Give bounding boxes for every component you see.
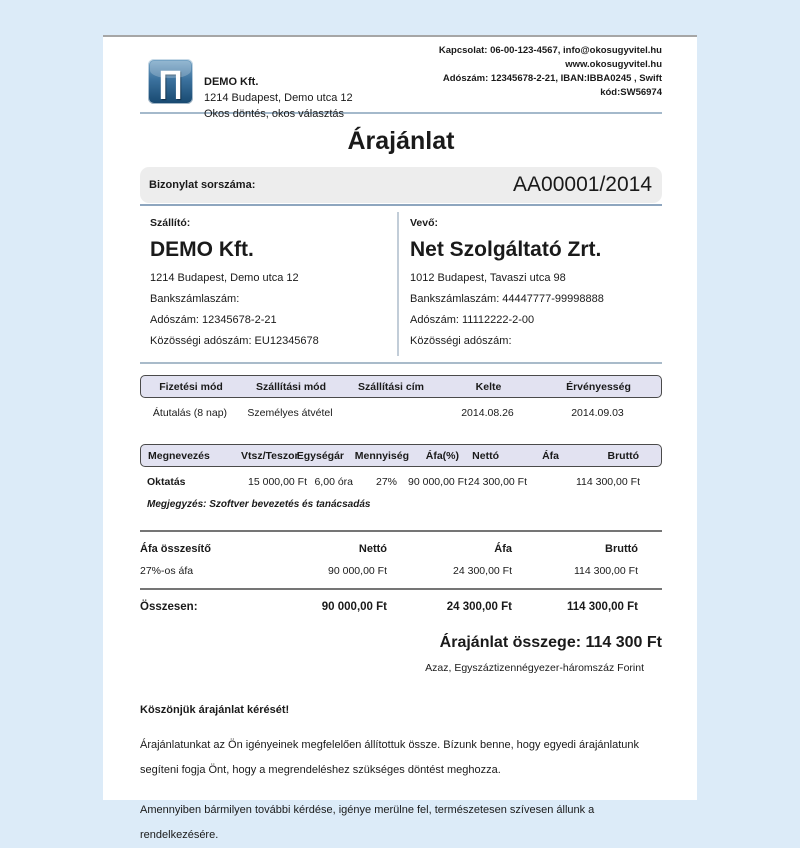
terms-validity-value: 2014.09.03 [571, 407, 624, 419]
terms-header-validity: Érvényesség [566, 380, 631, 393]
item-gross: 114 300,00 Ft [575, 476, 640, 488]
buyer-tax-number: Adószám: 11112222-2-00 [410, 314, 535, 326]
terms-table: Fizetési mód Szállítási mód Szállítási c… [140, 375, 662, 419]
item-name: Oktatás [147, 476, 186, 488]
terms-date-value: 2014.08.26 [461, 407, 514, 419]
vat-summary-header-vat: Áfa [494, 543, 512, 555]
company-slogan: Okos döntés, okos választás [204, 108, 345, 120]
total-row-divider [140, 588, 662, 590]
footer-thanks: Köszönjük árajánlat kérését! [140, 704, 290, 716]
vat-summary-title: Áfa összesítő [140, 543, 211, 555]
footer-paragraph: Árajánlatunkat az Ön igényeinek megfelel… [140, 739, 639, 776]
supplier-address: 1214 Budapest, Demo utca 12 [150, 272, 299, 284]
quote-document: ∏ DEMO Kft. 1214 Budapest, Demo utca 12 … [103, 35, 697, 841]
footer-message: Köszönjük árajánlat kérését! Árajánlatun… [140, 704, 662, 848]
vat-summary-header-net: Nettó [358, 543, 387, 555]
supplier-tax-number: Adószám: 12345678-2-21 [150, 314, 277, 326]
item-vat-percent: 27% [375, 476, 397, 488]
logo-glyph: ∏ [157, 64, 184, 99]
company-info: DEMO Kft. 1214 Budapest, Demo utca 12 Ok… [204, 74, 353, 122]
item-row: Oktatás 15 000,00 Ft 6,00 óra 27% 90 000… [140, 476, 662, 488]
buyer-eu-tax-number: Közösségi adószám: [410, 335, 512, 347]
supplier-block: Szállító: DEMO Kft. 1214 Budapest, Demo … [140, 206, 398, 362]
items-header-name: Megnevezés [148, 449, 210, 462]
buyer-address: 1012 Budapest, Tavaszi utca 98 [410, 272, 566, 284]
supplier-label: Szállító: [150, 217, 191, 229]
terms-payment-value: Átutalás (8 nap) [152, 407, 228, 419]
contact-line: www.okosugyvitel.hu [565, 59, 662, 70]
vat-row-gross: 114 300,00 Ft [573, 565, 638, 577]
buyer-label: Vevő: [410, 217, 439, 229]
parties-vertical-divider [397, 212, 399, 356]
terms-header-shipping-mode: Szállítási mód [255, 380, 327, 393]
items-table-header: Megnevezés Vtsz/Teszor Egységár Mennyisé… [140, 444, 662, 467]
buyer-bank-account: Bankszámlaszám: 44447777-99998888 [410, 293, 604, 305]
vat-summary-header-gross: Bruttó [605, 543, 638, 555]
grand-total-amount: Árajánlat összege: 114 300 Ft [439, 634, 662, 651]
header-divider [140, 112, 662, 114]
footer-paragraph: Amennyiben bármilyen további kérdése, ig… [140, 804, 595, 841]
document-title: Árajánlat [347, 127, 455, 155]
buyer-block: Vevő: Net Szolgáltató Zrt. 1012 Budapest… [398, 206, 662, 362]
total-net: 90 000,00 Ft [321, 601, 387, 613]
terms-table-header: Fizetési mód Szállítási mód Szállítási c… [140, 375, 662, 398]
company-address: 1214 Budapest, Demo utca 12 [204, 92, 353, 104]
total-row: Összesen: 90 000,00 Ft 24 300,00 Ft 114 … [140, 601, 662, 613]
serial-number-label: Bizonylat sorszáma: [149, 179, 256, 191]
items-header-vat-percent: Áfa(%) [425, 449, 459, 462]
page-background: { "colors": { "page_background": "#dcebf… [103, 35, 697, 841]
terms-header-payment: Fizetési mód [159, 380, 223, 393]
item-vat: 24 300,00 Ft [468, 476, 527, 488]
company-name: DEMO Kft. [204, 76, 259, 88]
company-logo-icon: ∏ [148, 59, 193, 104]
item-note: Megjegyzés: Szoftver bevezetés és tanács… [147, 499, 371, 510]
supplier-name: DEMO Kft. [150, 238, 254, 261]
item-quantity: 6,00 óra [314, 476, 353, 488]
vat-row-vat: 24 300,00 Ft [453, 565, 512, 577]
terms-header-date: Kelte [475, 380, 502, 393]
terms-table-row: Átutalás (8 nap) Személyes átvétel 2014.… [140, 407, 662, 419]
total-gross: 114 300,00 Ft [567, 601, 638, 613]
vat-row-net: 90 000,00 Ft [328, 565, 387, 577]
items-header-vat: Áfa [542, 449, 559, 462]
vat-summary-header: Áfa összesítő Nettó Áfa Bruttó [140, 543, 662, 555]
items-table: Megnevezés Vtsz/Teszor Egységár Mennyisé… [140, 444, 662, 510]
letterhead: ∏ DEMO Kft. 1214 Budapest, Demo utca 12 … [140, 37, 662, 120]
contact-info: Kapcsolat: 06-00-123-4567, info@okosugyv… [439, 44, 662, 100]
terms-shipping-mode-value: Személyes átvétel [247, 407, 333, 419]
terms-header-shipping-address: Szállítási cím [358, 380, 424, 393]
items-header-unit-price: Egységár [296, 449, 344, 462]
contact-line: Adószám: 12345678-2-21, IBAN:IBBA0245 , … [442, 73, 662, 84]
items-header-net: Nettó [472, 449, 499, 462]
grand-total-in-words: Azaz, Egyszáztizennégyezer-háromszáz For… [425, 662, 644, 674]
item-net: 90 000,00 Ft [408, 476, 467, 488]
vat-summary-top-divider [140, 530, 662, 532]
serial-number-box: Bizonylat sorszáma: AA00001/2014 [140, 167, 662, 203]
vat-rate-label: 27%-os áfa [140, 565, 194, 577]
contact-line: kód:SW56974 [600, 87, 662, 98]
total-vat: 24 300,00 Ft [446, 601, 512, 613]
contact-line: Kapcsolat: 06-00-123-4567, info@okosugyv… [438, 45, 662, 56]
serial-number-value: AA00001/2014 [513, 173, 652, 196]
item-unit-price: 15 000,00 Ft [248, 476, 307, 488]
buyer-name: Net Szolgáltató Zrt. [410, 238, 602, 261]
items-header-vtsz: Vtsz/Teszor [241, 449, 299, 462]
supplier-bank-account: Bankszámlaszám: [150, 293, 240, 305]
items-header-gross: Bruttó [607, 449, 640, 462]
terms-shipping-address-value [340, 407, 440, 419]
serial-divider [140, 204, 662, 206]
items-header-quantity: Mennyiség [354, 449, 409, 462]
logo-group: ∏ DEMO Kft. 1214 Budapest, Demo utca 12 … [148, 59, 353, 122]
parties-section: Szállító: DEMO Kft. 1214 Budapest, Demo … [140, 206, 662, 364]
supplier-eu-tax-number: Közösségi adószám: EU12345678 [150, 335, 319, 347]
total-label: Összesen: [140, 601, 198, 613]
vat-summary-row: 27%-os áfa 90 000,00 Ft 24 300,00 Ft 114… [140, 565, 662, 577]
